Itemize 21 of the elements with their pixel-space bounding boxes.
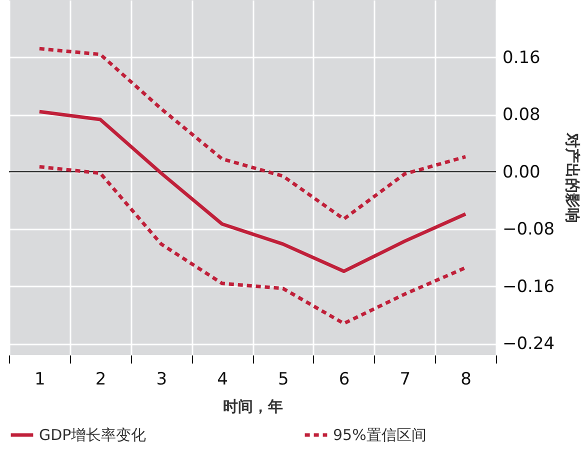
line-series — [38, 110, 468, 274]
y-tick-label: −0.16 — [502, 276, 555, 297]
y-tick-label: 0.00 — [502, 162, 540, 182]
line-series — [38, 165, 468, 326]
legend-label: 95%置信区间 — [333, 426, 426, 444]
y-tick-label: −0.24 — [502, 334, 555, 354]
x-tick-label: 7 — [400, 370, 411, 390]
line-series — [38, 46, 468, 221]
y-tick-label: 0.08 — [502, 105, 540, 126]
legend-label: GDP增长率变化 — [39, 426, 146, 444]
x-tick-label: 8 — [460, 370, 472, 390]
x-axis-title: 时间，年 — [223, 398, 283, 416]
x-tick-label: 1 — [34, 370, 46, 390]
y-tick-label: −0.08 — [502, 220, 555, 240]
y-tick-label: 0.16 — [502, 48, 540, 68]
x-tick-label: 3 — [156, 370, 168, 390]
x-tick-label: 4 — [217, 370, 228, 390]
x-tick-label: 6 — [338, 370, 350, 390]
y-axis-title: 对产出的影响 — [564, 132, 582, 223]
x-tick-label: 2 — [95, 370, 106, 390]
x-tick-label: 5 — [278, 370, 289, 390]
